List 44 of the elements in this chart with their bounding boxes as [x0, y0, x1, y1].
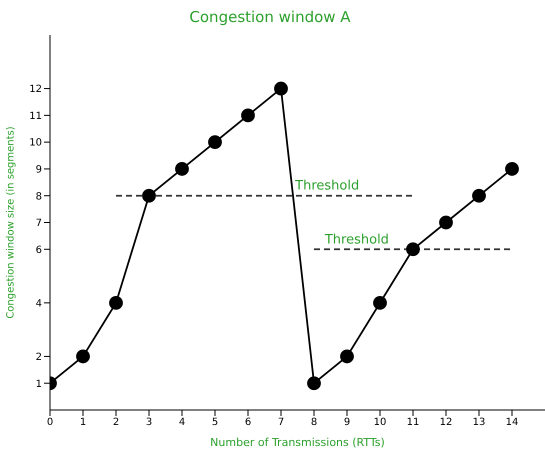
y-tick-label: 2: [36, 352, 42, 363]
y-tick-label: 10: [29, 138, 42, 149]
point: [505, 162, 519, 176]
x-tick-label: 7: [278, 417, 284, 428]
x-tick-label: 6: [244, 417, 252, 428]
point: [175, 162, 189, 176]
x-tick-label: 10: [374, 417, 386, 428]
point: [472, 188, 486, 203]
x-tick-label: 9: [344, 417, 350, 428]
y-tick-label: 12: [29, 84, 42, 96]
point: [241, 108, 255, 122]
x-axis-title: Number of Transmissions (RTTs): [210, 436, 385, 449]
point: [340, 350, 354, 364]
x-tick-label: 0: [46, 417, 54, 428]
annotation: Threshold: [324, 232, 389, 248]
y-tick-label: 11: [29, 110, 42, 122]
annotation: Threshold: [294, 178, 360, 194]
point: [76, 350, 90, 364]
point: [208, 135, 222, 150]
point: [439, 216, 453, 230]
x-tick-label: 1: [80, 417, 86, 428]
y-tick-label: 4: [36, 298, 42, 310]
point: [142, 188, 156, 203]
y-tick-label: 9: [36, 164, 42, 176]
point: [109, 296, 123, 310]
y-tick-label: 7: [36, 218, 42, 230]
y-tick-label: 6: [36, 244, 42, 256]
point: [373, 296, 387, 310]
x-tick-label: 4: [178, 417, 186, 428]
y-tick-label: 1: [36, 378, 42, 390]
x-tick-label: 5: [212, 417, 218, 428]
x-tick-label: 13: [472, 417, 486, 428]
x-tick-label: 3: [146, 417, 152, 428]
y-tick-label: 8: [36, 191, 42, 202]
point: [307, 376, 321, 390]
x-tick-label: 12: [440, 417, 452, 428]
x-tick-label: 14: [506, 417, 518, 428]
x-tick-label: 8: [310, 417, 318, 428]
chart-title: Congestion window A: [188, 8, 352, 26]
x-tick-label: 11: [406, 417, 420, 428]
x-tick-label: 2: [112, 417, 120, 428]
point: [274, 82, 288, 96]
point: [406, 242, 420, 256]
y-axis-title: Congestion window size (in segments): [6, 126, 17, 319]
